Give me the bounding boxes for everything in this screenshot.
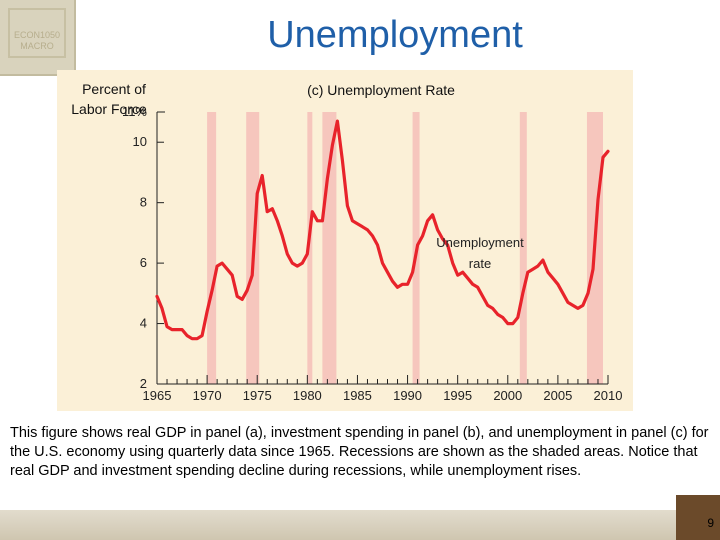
series-layer [155,119,610,341]
recession-band-2 [307,112,313,384]
x-tick-label-1965: 1965 [143,388,172,403]
slide-caption: This figure shows real GDP in panel (a),… [10,425,709,479]
y-tick-label-11: 11% [122,104,147,119]
page-number-tile: 9 [676,495,720,540]
y-axis-label-line2: Labor Force [71,101,147,117]
chart-panel: 2 4 6 8 10 11% 1965 1970 1975 1980 1985 1990 1995 20… [57,70,633,411]
chart-axes [156,111,608,385]
y-tick-label-2: 2 [140,376,147,391]
series-annotation-line2: rate [469,256,491,271]
unemployment-rate-line [155,119,610,341]
x-tick-label-1975: 1975 [243,388,272,403]
y-ticks: 2 4 6 8 10 11% [122,104,164,391]
recession-shading [207,112,603,384]
y-axis-label-line1: Percent of [82,81,146,97]
y-tick-label-6: 6 [140,255,147,270]
course-badge: ECON1050 MACRO [0,0,76,76]
recession-band-5 [519,112,527,384]
course-badge-code: ECON1050 [13,30,61,40]
footer-decoration [0,510,720,540]
x-tick-label-1980: 1980 [293,388,322,403]
course-badge-subject: MACRO [20,41,54,51]
x-tick-label-1990: 1990 [393,388,422,403]
series-annotation-line1: Unemployment [436,235,524,250]
x-tick-label-1970: 1970 [193,388,222,403]
y-tick-label-10: 10 [133,134,147,149]
slide-title: Unemployment [267,14,523,56]
x-tick-label-1995: 1995 [443,388,472,403]
x-tick-label-2005: 2005 [543,388,572,403]
unemployment-chart: 2 4 6 8 10 11% 1965 1970 1975 1980 1985 1990 1995 20… [71,81,623,403]
y-tick-label-4: 4 [140,316,147,331]
chart-title: (c) Unemployment Rate [307,82,455,98]
recession-band-3 [322,112,337,384]
x-tick-label-2010: 2010 [594,388,623,403]
x-tick-label-2000: 2000 [493,388,522,403]
x-ticks: 1965 1970 1975 1980 1985 1990 1995 2000 2005 2010 [143,375,623,403]
x-tick-label-1985: 1985 [343,388,372,403]
recession-band-0 [207,112,217,384]
page-number: 9 [707,516,714,530]
course-badge-frame [8,8,66,58]
y-tick-label-8: 8 [140,195,147,210]
